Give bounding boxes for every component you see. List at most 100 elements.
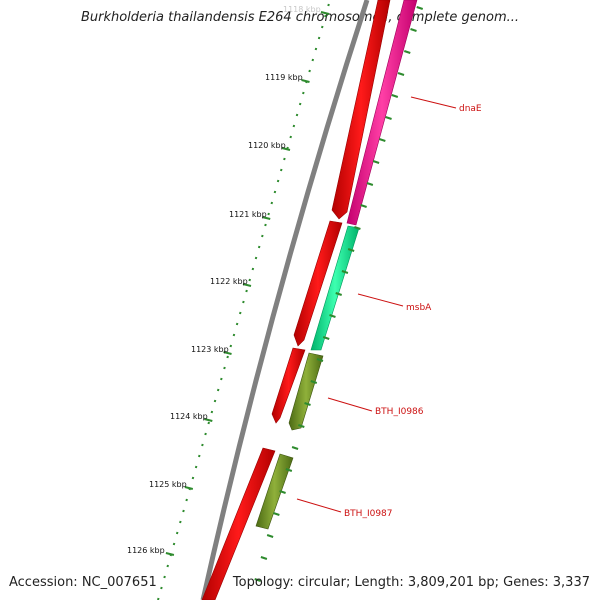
ruler-label-faded: 1118 kbp [283, 5, 321, 14]
inner-tick [310, 380, 318, 384]
gene-BTH_I0986[interactable] [288, 352, 324, 431]
feature-forward-4[interactable] [201, 447, 276, 600]
ruler-minor-tick [207, 421, 210, 425]
feature-forward-3[interactable] [271, 347, 306, 424]
gene-dnaE[interactable] [346, 0, 418, 226]
ruler-minor-tick [216, 388, 220, 392]
ruler-major-tick [281, 147, 291, 151]
inner-tick [291, 446, 299, 450]
inner-tick [360, 204, 367, 208]
ruler-minor-tick [311, 58, 315, 62]
ruler-minor-tick [317, 36, 321, 40]
ruler-minor-tick [314, 47, 318, 51]
ruler-minor-tick [264, 223, 267, 227]
ruler-major-tick [223, 351, 232, 355]
ruler-label: 1124 kbp [170, 412, 208, 421]
ruler-minor-tick [254, 256, 258, 260]
ruler-minor-tick [185, 498, 188, 502]
ruler-minor-tick [194, 465, 198, 469]
ruler-major-tick [261, 216, 271, 220]
inner-tick [254, 578, 261, 582]
ruler-label: 1120 kbp [248, 141, 286, 150]
ruler-minor-tick [270, 201, 274, 205]
feature-forward-2[interactable] [293, 220, 343, 347]
inner-tick [347, 248, 355, 252]
ruler-minor-tick [239, 311, 242, 315]
ruler-label: 1119 kbp [265, 73, 303, 82]
feature-forward-1[interactable] [331, 0, 391, 220]
ruler-label: 1122 kbp [210, 277, 248, 286]
leader-line-BTH_I0987 [296, 498, 342, 513]
inner-tick [416, 6, 424, 10]
leader-line-msbA [357, 293, 404, 307]
genome-summary: Topology: circular; Length: 3,809,201 bp… [232, 575, 590, 590]
inner-tick [335, 292, 343, 296]
inner-tick [285, 468, 293, 472]
ruler-minor-tick [226, 355, 229, 359]
ruler-minor-tick [257, 245, 261, 249]
ruler-major-tick [184, 486, 194, 490]
gene-label-BTH_I0986[interactable]: BTH_I0986 [375, 407, 424, 417]
inner-tick [297, 424, 305, 428]
ruler-minor-tick [248, 278, 251, 282]
ruler-minor-tick [232, 333, 236, 337]
ruler-minor-tick [213, 399, 217, 403]
ruler-major-tick [242, 283, 252, 287]
ruler-minor-tick [327, 3, 330, 7]
gene-label-BTH_I0987[interactable]: BTH_I0987 [344, 509, 393, 519]
ruler-minor-tick [276, 179, 280, 183]
inner-tick [372, 160, 380, 164]
ruler-minor-tick [308, 69, 311, 73]
ruler-minor-tick [261, 234, 264, 238]
ruler-minor-tick [179, 520, 182, 524]
ruler-minor-tick [204, 432, 207, 436]
ruler-minor-tick [289, 135, 292, 139]
ruler-minor-tick [295, 113, 299, 117]
leader-line-BTH_I0986 [327, 397, 373, 412]
ruler-minor-tick [242, 300, 245, 304]
gene-BTH_I0987[interactable] [255, 453, 294, 530]
ruler-label: 1126 kbp [127, 546, 165, 555]
ruler-major-tick [204, 418, 213, 422]
ruler-minor-tick [160, 586, 163, 590]
ruler-label: 1123 kbp [191, 345, 229, 354]
gene-label-msbA[interactable]: msbA [406, 303, 432, 313]
ruler-minor-tick [279, 168, 283, 172]
inner-tick [329, 314, 336, 318]
gene-label-dnaE[interactable]: dnaE [459, 104, 482, 114]
ruler-major-tick [301, 79, 310, 83]
backbone-arc [200, 0, 370, 600]
ruler-minor-tick [198, 454, 201, 458]
inner-tick [322, 336, 330, 340]
inner-tick [410, 28, 417, 32]
ruler-minor-tick [223, 366, 226, 370]
ruler-minor-tick [172, 542, 176, 546]
ruler-minor-tick [235, 322, 239, 326]
inner-tick [266, 534, 274, 538]
ruler-minor-tick [229, 344, 233, 348]
ruler-major-tick [165, 552, 175, 556]
inner-tick [273, 512, 280, 516]
ruler-minor-tick [163, 575, 166, 579]
inner-tick [397, 72, 405, 76]
inner-tick [304, 402, 311, 406]
inner-tick [354, 226, 361, 230]
leader-line-dnaE [410, 96, 457, 109]
ruler-major-tick [320, 11, 330, 15]
ruler-minor-tick [267, 212, 270, 216]
inner-tick [391, 94, 399, 98]
accession-text: Accession: NC_007651 [9, 575, 157, 590]
inner-tick [341, 270, 349, 274]
ruler-minor-tick [320, 25, 324, 29]
ruler-minor-tick [273, 190, 277, 194]
inner-tick [385, 116, 392, 120]
ruler-minor-tick [292, 124, 296, 128]
ruler-minor-tick [201, 443, 204, 447]
ruler-ticks [157, 3, 330, 600]
ruler-minor-tick [220, 377, 223, 381]
ruler-label: 1121 kbp [229, 210, 267, 219]
inner-tick [403, 50, 411, 54]
ruler-minor-tick [182, 509, 185, 513]
inner-tick [260, 556, 268, 560]
